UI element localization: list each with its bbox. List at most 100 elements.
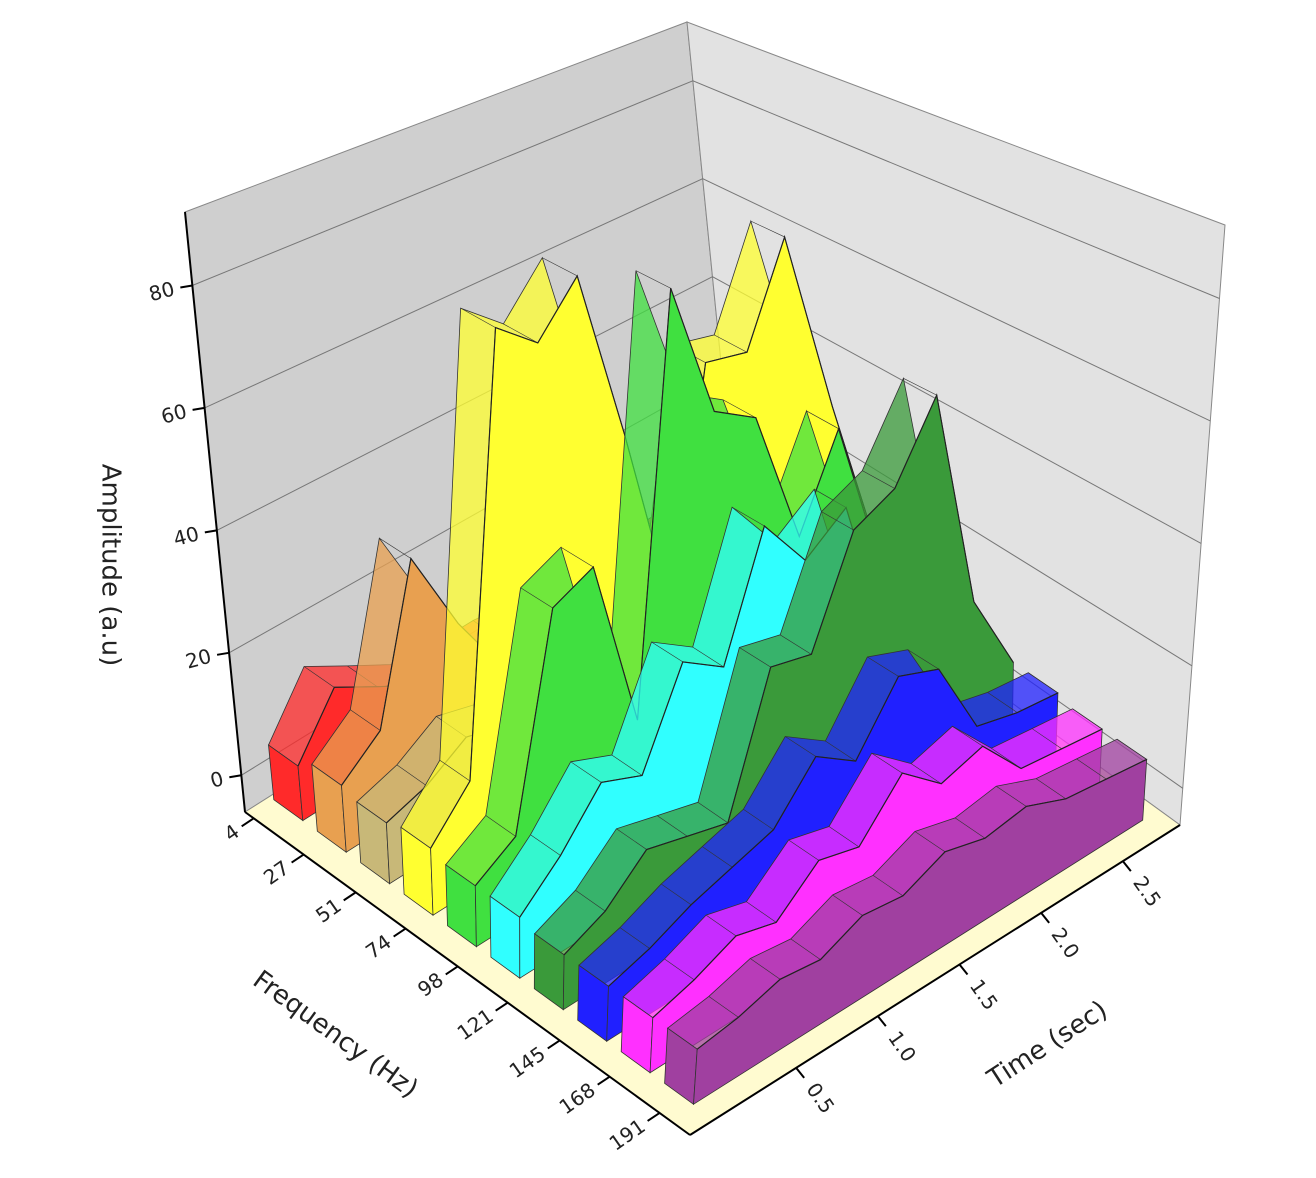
y-tick [216, 651, 230, 656]
z-tick-label: 121 [453, 1004, 498, 1046]
ribbon-hatch [746, 901, 777, 923]
ribbon-hatch [1031, 728, 1062, 750]
ribbon-hatch [350, 709, 381, 731]
ribbon-hatch [485, 815, 516, 837]
x-tick-label: 1.5 [965, 975, 1003, 1015]
ribbon-hatch [872, 875, 904, 897]
z-tick-label: 145 [505, 1041, 550, 1083]
ribbon-hatch [832, 894, 863, 916]
grid-line [216, 276, 1202, 544]
ribbon-hatch [697, 802, 729, 824]
ribbon-hatch [661, 883, 692, 905]
z-axis-title: Frequency (Hz) [247, 965, 423, 1105]
ribbon-hatch [705, 914, 737, 937]
z-tick-label: 27 [259, 855, 294, 889]
z-tick-label: 4 [220, 819, 244, 846]
y-axis-title: Amplitude (a.u) [96, 464, 126, 666]
ribbon-hatch [503, 323, 538, 344]
z-tick-label: 191 [605, 1114, 650, 1156]
y-tick [180, 284, 193, 289]
ribbon-hatch [739, 647, 771, 668]
ribbon-hatch [806, 410, 839, 429]
x-tick [877, 1015, 887, 1027]
ribbon-hatch [785, 736, 817, 757]
ribbon-hatch [570, 761, 602, 783]
z-tick [647, 1112, 661, 1122]
ribbon-hatch [635, 270, 671, 289]
x-tick [1040, 912, 1050, 924]
ribbon-hatch [722, 399, 756, 418]
z-tick [547, 1039, 561, 1050]
z-tick [241, 817, 255, 828]
x-tick-label: 1.0 [883, 1026, 921, 1066]
x-tick [958, 963, 969, 976]
ribbon-hatch [952, 726, 983, 747]
x-tick-label: 2.5 [1128, 871, 1166, 911]
ribbon-hatch [460, 307, 496, 328]
z-tick [597, 1075, 611, 1086]
ribbon-hatch [867, 656, 899, 677]
ribbon-profile [696, 758, 1147, 1050]
z-tick [343, 891, 357, 902]
z-tick [445, 965, 459, 976]
ribbon-hatch [619, 927, 650, 949]
ribbon-hatch [1076, 758, 1107, 780]
ribbon-profile [474, 287, 925, 887]
ribbon-hatch [750, 220, 785, 238]
y-tick [192, 406, 205, 411]
ribbon-profile [652, 728, 1103, 1019]
z-tick [291, 853, 305, 864]
grid-line [192, 80, 1220, 299]
x-tick [1122, 860, 1132, 872]
ribbon-hatch [664, 958, 695, 981]
ribbon-hatch [987, 692, 1018, 713]
ribbon-hatch [657, 815, 688, 837]
ribbon-hatch [731, 506, 765, 527]
z-tick-label: 74 [361, 930, 396, 964]
ribbon-hatch [714, 334, 748, 353]
z-tick-label: 98 [413, 967, 448, 1001]
ribbon-hatch [743, 809, 774, 830]
ribbon-hatch [750, 958, 781, 980]
ribbon-hatch [616, 828, 647, 850]
ribbon-hatch [1028, 672, 1059, 694]
x-axis [689, 824, 1181, 1136]
ribbon-hatch [303, 666, 335, 688]
z-tick [495, 1001, 509, 1012]
ribbon-hatch [611, 754, 643, 776]
ribbon-hatch [692, 646, 724, 668]
x-tick-label: 2.0 [1047, 923, 1085, 963]
y-axis [184, 211, 246, 813]
ribbon-hatch [862, 470, 895, 489]
ribbon-hatch [1035, 778, 1067, 800]
ribbon-hatch [439, 759, 471, 782]
ribbon-hatch [702, 846, 733, 868]
z-tick-label: 168 [555, 1078, 600, 1120]
ribbon-hatch [825, 740, 856, 762]
grid-line [204, 178, 1211, 422]
ribbon-hatch [821, 511, 854, 531]
z-tick [393, 927, 407, 938]
z-axis [244, 811, 691, 1136]
ribbon-hatch [790, 938, 821, 960]
y-tick-label: 60 [159, 399, 190, 429]
ribbon-hatch [910, 763, 942, 784]
ribbon-hatch [779, 634, 812, 655]
ribbon-hatch [708, 996, 739, 1018]
ribbon-hatch [575, 889, 606, 912]
x-axis-title: Time (sec) [982, 995, 1113, 1095]
ribbon-hatch [996, 785, 1027, 807]
ribbon-hatch [954, 817, 986, 839]
ribbon-hatch [379, 537, 412, 559]
y-tick-label: 40 [171, 521, 202, 551]
ribbon-hatch [520, 587, 553, 609]
ribbon-hatch [1116, 738, 1147, 760]
ribbon-hatch [530, 834, 561, 856]
ribbon-hatch [914, 831, 946, 853]
y-tick-label: 0 [208, 766, 227, 792]
ribbon-profile [563, 393, 1014, 956]
z-tick-label: 51 [311, 893, 346, 927]
ribbon-hatch [828, 826, 860, 848]
y-tick-label: 80 [146, 276, 177, 306]
ribbon-hatch [542, 257, 578, 277]
